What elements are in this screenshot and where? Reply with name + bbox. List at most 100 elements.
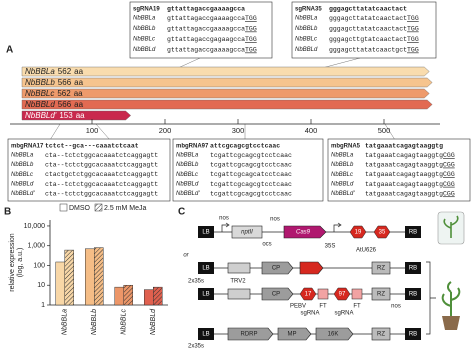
row-sequence: gggagcttatatcaactgct [329, 46, 407, 53]
row-seq: cta--tctctggcacaaatctcaggagtt [45, 190, 158, 197]
row-sequence: tatgaaatcagagtaaggtg [365, 161, 443, 168]
row-seq: gggagcttatatcaactgctTGG [329, 46, 419, 53]
lb: LB [202, 292, 209, 298]
guide-box [7, 138, 171, 202]
gene-name: NbBBLa [25, 67, 55, 76]
rb: RB [409, 266, 417, 272]
row-gene: NbBBLc [133, 37, 155, 43]
row-pam: TGG [245, 15, 257, 22]
row-sequence: tatgaaatcagagtaaggtg [365, 190, 443, 197]
gene-bar [21, 88, 430, 99]
row-gene: NbBBLc [295, 37, 317, 43]
panel-label: B [4, 207, 11, 218]
row-gene: NbBBLd [11, 181, 34, 187]
row-sequence: tcgattcgcagcgtcctcaac [210, 152, 292, 159]
mp: MP [288, 332, 297, 338]
y-tick-label: 10,000 [24, 223, 46, 230]
sg35: 35 [379, 230, 386, 236]
guide-seq: tatgaaatcagagtaaggtg [365, 143, 443, 150]
y-axis-label: relative expression [9, 233, 16, 291]
gene-label: NbBBLb 566 aa [25, 78, 84, 87]
scale-tick-label: 300 [232, 126, 245, 135]
panel-label: A [6, 45, 13, 56]
nos: nos [270, 217, 280, 223]
gene-unit: aa [74, 89, 83, 98]
gene-name: NbBBLc [25, 89, 54, 98]
sg97: 97 [339, 292, 346, 298]
row-seq: tcgattcgcagcgtcctcaac [210, 152, 292, 159]
x-tick-label: NbBBLd [150, 308, 157, 335]
rdrp: RDRP [240, 332, 257, 338]
guide-name: mbgRNA97 [176, 144, 209, 150]
row-seq: tcgattcgcagcgtcctcaac [210, 161, 292, 168]
row-sequence: tcgattcgcagcgtcctcaac [210, 181, 292, 188]
ft: FT [319, 304, 327, 310]
bar [64, 249, 74, 306]
row-gene: NbBBLd [331, 181, 354, 187]
x-tick-label: NbBBLa [62, 309, 69, 335]
row-sequence: gggagcttgtatcaactact [329, 36, 407, 43]
rz: RZ [377, 292, 385, 298]
row-seq: tatgaaatcagagtaaggtgCGG [365, 161, 455, 168]
nos: nos [219, 216, 229, 222]
row-sequence: cta--tctctggcacaaatctcaggagtt [45, 190, 158, 197]
row-gene: NbBBLd' [331, 191, 355, 197]
y-tick-label: 10 [37, 282, 45, 289]
row-sequence: tcgattcgcagcgtcctcaac [210, 190, 292, 197]
guide-box [291, 1, 437, 59]
guide-box [327, 138, 471, 202]
bar [55, 261, 65, 306]
row-sequence: gttattagaccgaaaagcca [167, 15, 245, 22]
y-tick-label: 100 [33, 262, 45, 269]
lb: LB [202, 266, 209, 272]
x2-35s: 2x35s [188, 279, 204, 285]
guide-box [129, 1, 273, 59]
row-seq: gggagcttgtatcaactactTGG [329, 36, 419, 43]
row-gene: NbBBLd [133, 47, 156, 53]
row-pam: TGG [245, 46, 257, 53]
row-sequence: tcgattcgcagcgtcctcaac [210, 161, 292, 168]
row-seq: tatgaaatcagagtaaggtgCGG [365, 152, 455, 159]
panel-label: C [178, 207, 185, 218]
gene-bar [21, 110, 131, 121]
row-seq: gttattagaccgaaaagccaTGG [167, 46, 257, 53]
lb: LB [202, 230, 209, 236]
y-tick-label: 1 [41, 302, 45, 309]
row-seq: gttattagaccgaaaagccaTGG [167, 25, 257, 32]
row-gene: NbBBLd [295, 47, 318, 53]
scale-tick-label: 500 [378, 126, 391, 135]
row-pam: TGG [407, 46, 419, 53]
row-sequence: cta--tctctggcacaaatctcaggagtt [45, 181, 158, 188]
cas9: Cas9 [296, 230, 311, 236]
gene-length: 562 [57, 89, 71, 98]
atu626: AtU626 [356, 248, 377, 254]
bar [85, 248, 95, 306]
legend-swatch [59, 203, 68, 212]
row-sequence: tatgaaatcagagtaaggtg [365, 171, 443, 178]
row-sequence: tatgaaatcagagtaaggtg [365, 152, 443, 159]
row-seq: tcgattcgcagcgtcctcaac [210, 190, 292, 197]
row-seq: gggagcttatatcaactactTGG [329, 15, 419, 22]
guide-seq: attcgcagcgtcctcaac [210, 143, 280, 150]
row-gene: NbBBLa [331, 153, 354, 159]
gene-length: 562 [58, 67, 72, 76]
p35s: 35S [325, 244, 336, 250]
gene-name: NbBBLd' [25, 111, 57, 120]
ft: FT [353, 304, 361, 310]
row-seq: gttattagaccgaaaagccaTGG [167, 15, 257, 22]
row-gene: NbBBLb [295, 26, 318, 32]
gene-length: 566 [58, 100, 72, 109]
row-seq: cta--tctctggcacaaatctcaggagtt [45, 152, 158, 159]
row-pam: TGG [245, 25, 257, 32]
guide-name: mbgRNA17 [11, 144, 44, 150]
row-gene: NbBBLb [11, 162, 34, 168]
row-pam: CGG [443, 181, 455, 188]
gene-label: NbBBLa 562 aa [25, 67, 84, 76]
row-seq: tatgaaatcagagtaaggtgCGG [365, 171, 455, 178]
row-seq: tatgaaatcagagtaaggtgCGG [365, 181, 455, 188]
bar [94, 247, 104, 306]
guide-box [172, 138, 324, 202]
ocs: ocs [262, 242, 271, 248]
row-gene: NbBBLa [176, 153, 199, 159]
